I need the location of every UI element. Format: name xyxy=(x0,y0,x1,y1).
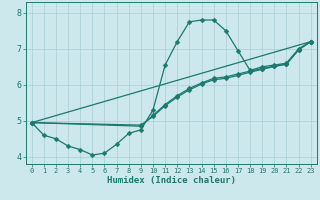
X-axis label: Humidex (Indice chaleur): Humidex (Indice chaleur) xyxy=(107,176,236,185)
